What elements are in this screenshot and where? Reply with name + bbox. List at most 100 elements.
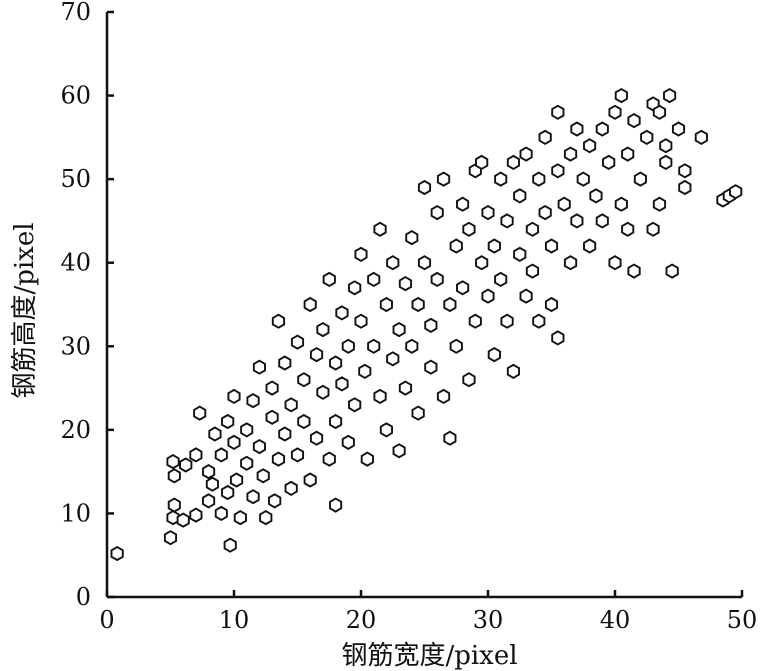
scatter-point [513, 246, 527, 263]
scatter-point [608, 104, 622, 120]
scatter-point [214, 505, 228, 521]
scatter-point [671, 121, 686, 137]
y-tick-label: 70 [60, 0, 91, 26]
scatter-point [398, 275, 413, 292]
scatter-point [443, 296, 457, 313]
scatter-point [411, 296, 425, 313]
scatter-point [405, 229, 419, 246]
scatter-point [481, 288, 495, 304]
scatter-point [417, 255, 432, 271]
y-tick-label: 60 [60, 82, 91, 110]
scatter-point [513, 188, 527, 204]
scatter-point [278, 355, 292, 371]
scatter-point [221, 484, 235, 501]
scatter-point [583, 138, 597, 154]
scatter-point [563, 146, 578, 162]
scatter-point [176, 512, 190, 528]
scatter-point [329, 355, 343, 371]
scatter-point [576, 171, 590, 187]
scatter-point [386, 255, 400, 271]
points-layer [110, 88, 743, 562]
scatter-point [316, 384, 330, 400]
x-tick-label: 0 [99, 606, 114, 634]
scatter-point [678, 163, 692, 179]
scatter-point [373, 221, 387, 237]
scatter-point [322, 271, 336, 287]
scatter-point [379, 422, 393, 438]
scatter-point [602, 154, 616, 170]
scatter-point [392, 443, 406, 459]
scatter-point [468, 313, 482, 329]
scatter-point [392, 322, 406, 338]
scatter-point [430, 205, 444, 221]
scatter-point [557, 196, 571, 212]
scatter-point [436, 388, 451, 404]
scatter-point [110, 545, 124, 562]
y-tick-label: 40 [60, 249, 91, 277]
scatter-point [354, 246, 368, 263]
scatter-point [316, 322, 330, 338]
scatter-point [652, 196, 667, 212]
scatter-point [500, 313, 514, 329]
scatter-point [652, 104, 667, 120]
x-tick-label: 30 [473, 606, 504, 634]
scatter-point [367, 338, 381, 354]
scatter-point [329, 413, 343, 430]
scatter-point [608, 255, 622, 271]
scatter-point [309, 346, 324, 363]
scatter-point [544, 296, 559, 313]
scatter-point [525, 263, 540, 279]
scatter-point [694, 129, 708, 146]
scatter-point [348, 280, 362, 296]
scatter-point [167, 468, 181, 484]
scatter-point [532, 171, 546, 187]
scatter-point [487, 346, 501, 363]
scatter-point [233, 509, 247, 526]
scatter-point [456, 280, 470, 296]
scatter-point [246, 489, 260, 505]
scatter-point [205, 476, 219, 492]
scatter-point [290, 447, 305, 463]
scatter-point [268, 493, 282, 509]
y-tick-label: 30 [60, 332, 91, 360]
scatter-point [532, 313, 546, 329]
scatter-point [208, 426, 222, 442]
scatter-point [252, 439, 266, 455]
scatter-point [621, 146, 635, 162]
scatter-point [290, 334, 305, 350]
scatter-point [551, 104, 565, 120]
scatter-point [335, 376, 349, 392]
scatter-point [240, 422, 254, 438]
scatter-point [265, 380, 279, 396]
scatter-point [367, 271, 381, 287]
scatter-point [563, 255, 578, 271]
scatter-point [449, 338, 463, 354]
scatter-point [500, 213, 514, 229]
scatter-point [373, 388, 387, 404]
scatter-point [595, 121, 609, 137]
scatter-point [519, 146, 533, 162]
scatter-point [519, 288, 533, 304]
scatter-point [341, 434, 355, 451]
scatter-point [663, 88, 677, 104]
scatter-point [297, 372, 311, 388]
scatter-point [265, 409, 279, 425]
scatter-point [303, 472, 317, 488]
x-tick-label: 50 [727, 606, 758, 634]
scatter-point [614, 196, 628, 212]
scatter-point [544, 238, 559, 254]
scatter-point [227, 434, 241, 451]
scatter-point [494, 271, 508, 287]
scatter-point [202, 463, 216, 480]
scatter-point [354, 313, 368, 329]
x-tick-label: 10 [219, 606, 250, 634]
scatter-point [221, 413, 235, 430]
scatter-point [284, 480, 298, 497]
scatter-point [341, 338, 355, 354]
scatter-point [259, 509, 273, 526]
scatter-point [570, 213, 584, 229]
scatter-point [494, 171, 508, 187]
scatter-point [424, 317, 438, 334]
scatter-point [475, 154, 489, 170]
scatter-point [487, 238, 501, 254]
